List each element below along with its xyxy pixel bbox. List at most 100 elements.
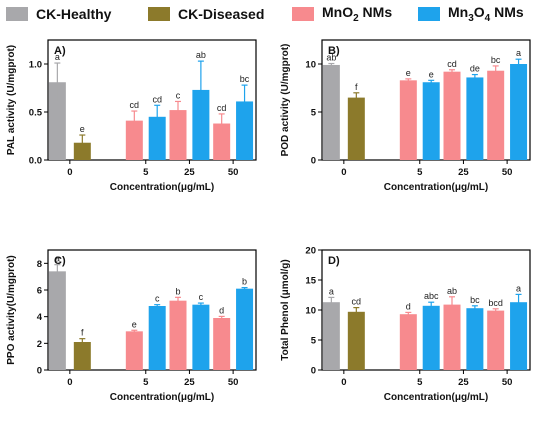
significance-letter: abc: [424, 291, 439, 301]
significance-letter: a: [55, 254, 60, 264]
significance-letter: e: [429, 69, 434, 79]
legend-item-mn3o4: Mn3O4 NMs: [418, 4, 524, 24]
bar: [125, 331, 143, 370]
legend-item-ck-healthy: CK-Healthy: [6, 5, 111, 23]
y-tick-label: 0: [311, 156, 316, 167]
significance-letter: ab: [326, 53, 336, 63]
significance-letter: a: [516, 283, 521, 293]
bar: [422, 82, 440, 160]
x-tick-label: 50: [228, 167, 239, 178]
bar: [236, 288, 254, 370]
significance-letter: c: [155, 294, 160, 304]
y-axis-title: POD activity (U/mgprot): [280, 44, 291, 157]
bar: [399, 80, 417, 160]
significance-letter: e: [80, 124, 85, 134]
x-axis-title: Concentration(μg/mL): [110, 392, 214, 403]
bar: [73, 142, 91, 160]
y-tick-label: 0.5: [29, 108, 43, 119]
bar: [125, 120, 143, 160]
bar: [192, 304, 210, 370]
panel-label: B): [328, 45, 340, 57]
y-axis-title: Total Phenol (μmol/g): [280, 259, 291, 360]
significance-letter: f: [81, 328, 84, 338]
y-tick-label: 0: [37, 366, 42, 377]
significance-letter: ab: [447, 286, 457, 296]
y-tick-label: 0: [311, 366, 316, 377]
x-tick-label: 25: [184, 377, 195, 388]
y-tick-label: 6: [37, 286, 42, 297]
x-tick-label: 5: [143, 377, 149, 388]
x-tick-label: 0: [341, 167, 346, 178]
bar: [148, 306, 166, 370]
x-tick-label: 5: [417, 167, 423, 178]
bar: [322, 64, 340, 160]
bar: [192, 89, 210, 160]
bar: [443, 304, 461, 370]
significance-letter: cd: [447, 59, 457, 69]
y-tick-label: 5: [311, 108, 317, 119]
significance-letter: bc: [470, 295, 480, 305]
legend-label: CK-Diseased: [178, 6, 265, 22]
legend-swatch: [418, 7, 440, 21]
legend-item-mno2: MnO2 NMs: [292, 4, 393, 24]
bar: [48, 271, 66, 370]
significance-letter: e: [406, 68, 411, 78]
y-tick-label: 10: [305, 306, 316, 317]
significance-letter: cd: [352, 297, 362, 307]
legend-item-ck-diseased: CK-Diseased: [148, 5, 264, 23]
bar: [322, 302, 340, 370]
bar: [487, 70, 505, 160]
legend: CK-Healthy CK-Diseased MnO2 NMs Mn3O4 NM…: [0, 0, 550, 26]
significance-letter: a: [329, 286, 334, 296]
bar: [48, 82, 66, 160]
legend-label: Mn3O4 NMs: [448, 4, 524, 24]
y-tick-label: 20: [305, 246, 316, 257]
x-tick-label: 50: [228, 377, 239, 388]
x-tick-label: 25: [458, 377, 469, 388]
bar: [169, 300, 187, 370]
y-tick-label: 0.0: [29, 156, 42, 167]
y-tick-label: 4: [37, 312, 43, 323]
panel-label: D): [328, 255, 340, 267]
x-tick-label: 50: [502, 377, 513, 388]
y-tick-label: 10: [305, 60, 316, 71]
x-tick-label: 50: [502, 167, 513, 178]
legend-swatch: [6, 7, 28, 21]
bar: [487, 310, 505, 370]
y-tick-label: 5: [311, 336, 317, 347]
legend-swatch: [148, 7, 170, 21]
panel-label: A): [54, 45, 66, 57]
significance-letter: a: [55, 52, 60, 62]
bar: [213, 123, 231, 160]
significance-letter: cd: [217, 103, 227, 113]
significance-letter: e: [132, 319, 137, 329]
significance-letter: d: [219, 305, 224, 315]
y-tick-label: 15: [305, 276, 316, 287]
x-tick-label: 5: [143, 167, 149, 178]
y-tick-label: 8: [37, 259, 42, 270]
bar: [236, 101, 254, 160]
bar: [347, 97, 365, 160]
y-tick-label: 1.0: [29, 60, 42, 71]
significance-letter: a: [516, 48, 521, 58]
bar: [422, 305, 440, 370]
legend-label: MnO2 NMs: [322, 4, 393, 24]
significance-letter: c: [199, 292, 204, 302]
significance-letter: b: [175, 286, 180, 296]
significance-letter: bcd: [488, 298, 503, 308]
y-axis-title: PAL activity (U/mgprot): [6, 45, 17, 155]
significance-letter: d: [406, 301, 411, 311]
bar: [510, 302, 528, 370]
significance-letter: cd: [130, 100, 140, 110]
x-tick-label: 25: [184, 167, 195, 178]
bar: [510, 64, 528, 160]
x-tick-label: 0: [341, 377, 346, 388]
significance-letter: bc: [240, 74, 250, 84]
x-tick-label: 25: [458, 167, 469, 178]
x-tick-label: 5: [417, 377, 423, 388]
significance-letter: de: [470, 64, 480, 74]
x-tick-label: 0: [67, 167, 72, 178]
bar: [399, 314, 417, 370]
x-axis-title: Concentration(μg/mL): [110, 182, 214, 193]
